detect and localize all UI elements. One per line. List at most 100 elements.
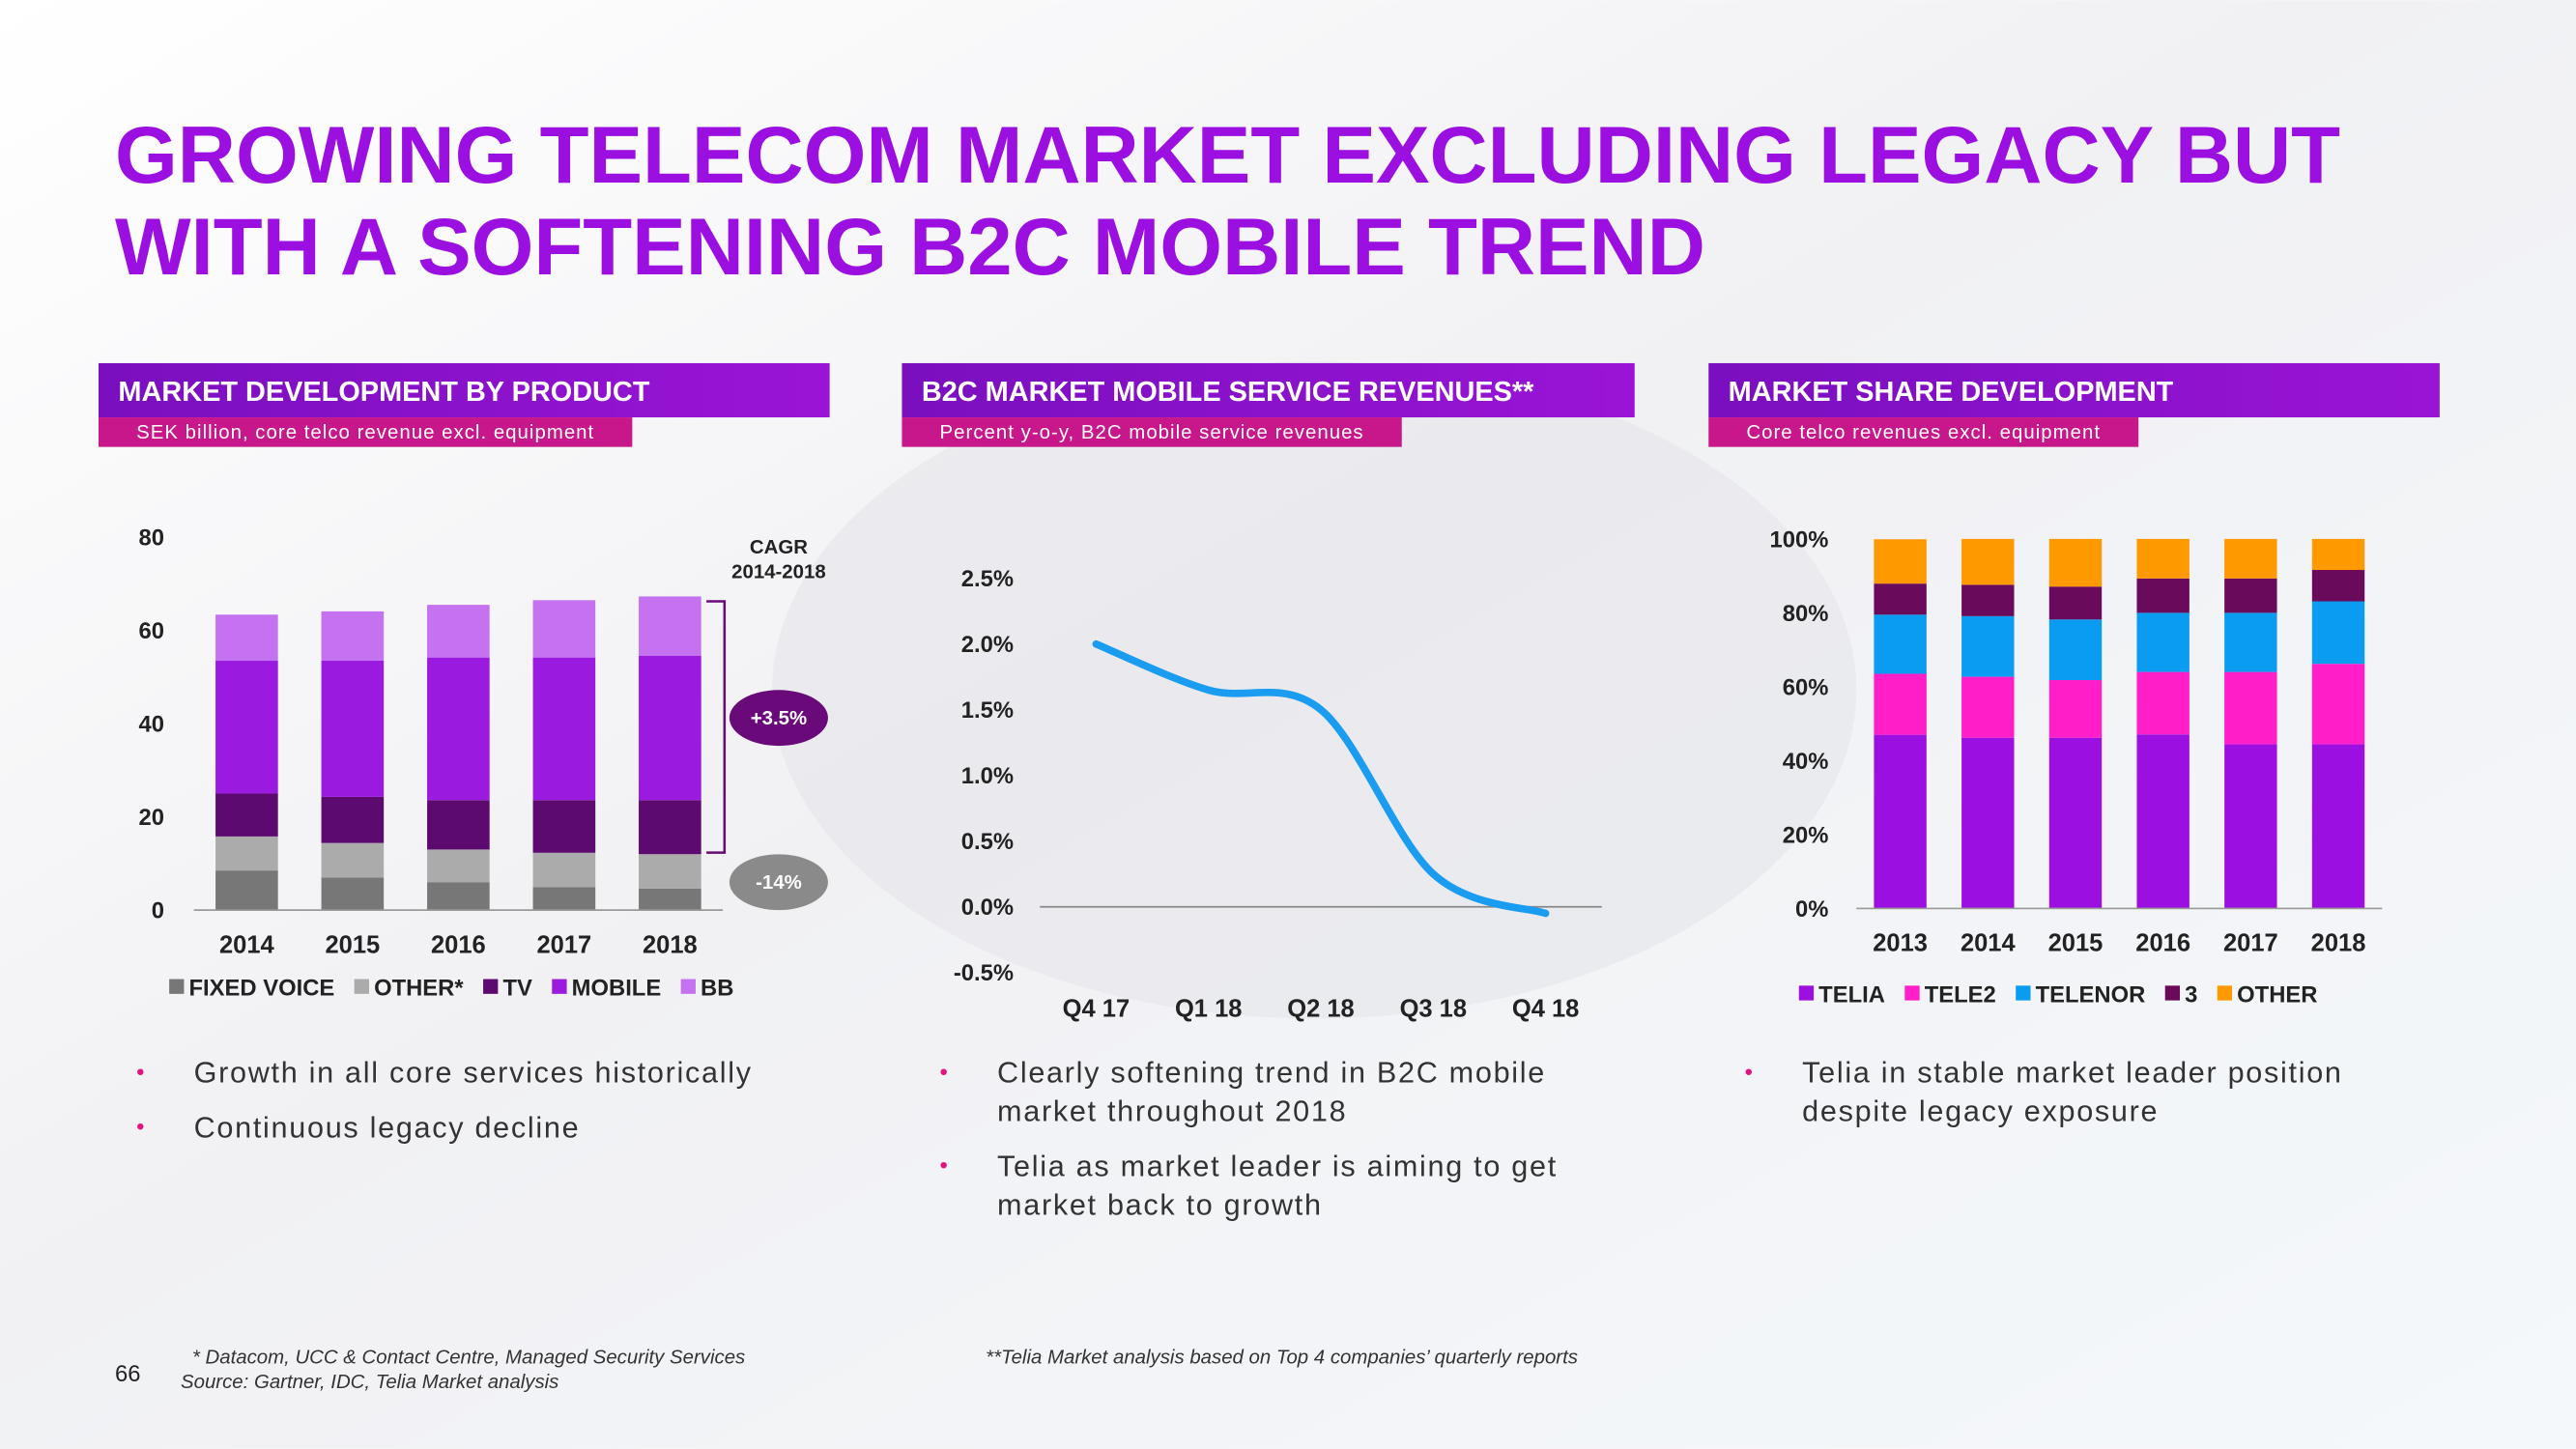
legend-label: TELE2 <box>1925 981 1996 1008</box>
bar-segment <box>1961 737 2015 909</box>
legend-label: OTHER* <box>374 976 464 1002</box>
bar-segment <box>2311 664 2365 745</box>
bar-segment <box>2311 744 2365 909</box>
x-tick-label: 2016 <box>431 931 486 958</box>
x-tick-label: 2018 <box>643 931 698 958</box>
y-tick-label: 0.5% <box>961 829 1014 855</box>
bar-segment <box>2136 671 2190 735</box>
bar-segment <box>1874 614 1927 674</box>
legend-swatch <box>2164 985 2181 1001</box>
bullet-text: Telia in stable market leader position <box>1802 1057 2342 1090</box>
y-tick-label: 60% <box>1783 674 1829 700</box>
y-tick-label: 60 <box>139 618 164 644</box>
x-tick-label: 2016 <box>2135 930 2190 957</box>
x-tick-label: 2017 <box>2223 930 2278 957</box>
slide-title: GROWING TELECOM MARKET EXCLUDING LEGACY … <box>115 110 2340 200</box>
legend-label: TV <box>502 976 532 1002</box>
panel-subheader <box>99 417 633 447</box>
legend-label: 3 <box>2185 981 2197 1008</box>
bar-segment <box>215 614 278 662</box>
y-tick-label: 20% <box>1783 822 1829 848</box>
y-tick-label: 0 <box>152 898 164 924</box>
bar-segment <box>639 655 701 801</box>
panel-title: MARKET SHARE DEVELOPMENT <box>1729 377 2174 408</box>
x-tick-label: 2014 <box>1961 930 2017 957</box>
bar-segment <box>1874 734 1927 909</box>
x-tick-label: 2018 <box>2311 930 2366 957</box>
bar-segment <box>427 849 490 883</box>
bar-segment <box>2136 538 2190 579</box>
bar-segment <box>2224 744 2277 909</box>
x-tick-label: 2013 <box>1873 930 1928 957</box>
panel-title: B2C MARKET MOBILE SERVICE REVENUES** <box>922 377 1534 408</box>
legend-label: FIXED VOICE <box>189 976 335 1002</box>
footnote: **Telia Market analysis based on Top 4 c… <box>986 1347 1578 1368</box>
bullet-text: Clearly softening trend in B2C mobile <box>997 1057 1546 1090</box>
legend-label: BB <box>701 976 733 1002</box>
x-tick-label: Q4 17 <box>1063 996 1130 1023</box>
legend-swatch <box>169 979 185 994</box>
x-tick-label: Q4 18 <box>1512 996 1579 1023</box>
bullet-dot: • <box>136 1059 144 1085</box>
x-tick-label: Q1 18 <box>1175 996 1242 1023</box>
bracket <box>706 600 727 854</box>
panel-header <box>902 362 1635 418</box>
bar-segment <box>639 854 701 889</box>
bullet-text: Telia as market leader is aiming to get <box>997 1151 1558 1183</box>
annotation: CAGR <box>750 537 808 558</box>
bar-segment <box>2224 671 2277 745</box>
legend-label: MOBILE <box>572 976 662 1002</box>
bar-segment <box>2311 570 2365 602</box>
panel-header <box>99 362 830 418</box>
bar-segment <box>639 596 701 656</box>
bullet-dot: • <box>940 1152 948 1179</box>
panel-subheader <box>902 417 1402 447</box>
bar-segment <box>321 796 385 843</box>
bullet-text: market throughout 2018 <box>997 1095 1347 1128</box>
bullet-text: Growth in all core services historically <box>194 1057 753 1090</box>
annotation-badge <box>729 690 828 747</box>
legend-label: TELIA <box>1818 981 1885 1008</box>
x-tick-label: Q3 18 <box>1400 996 1467 1023</box>
panel-header <box>1708 362 2440 418</box>
bar-segment <box>1961 676 2015 738</box>
bar-segment <box>427 605 490 658</box>
bar-segment <box>2224 612 2277 672</box>
y-tick-label: 2.0% <box>961 632 1014 658</box>
annotation: 2014-2018 <box>731 562 826 583</box>
x-tick-label: 2015 <box>326 931 381 958</box>
y-tick-label: 40 <box>139 712 164 738</box>
bar-segment <box>2048 586 2103 620</box>
bar-segment <box>1874 673 1927 735</box>
y-tick-label: 1.0% <box>961 763 1014 789</box>
bar-segment <box>532 600 596 658</box>
bullet-dot: • <box>136 1114 144 1140</box>
footnote: * Datacom, UCC & Contact Centre, Managed… <box>192 1347 745 1368</box>
bullet-dot: • <box>940 1059 948 1085</box>
y-tick-label: -0.5% <box>954 960 1014 986</box>
x-tick-label: 2015 <box>2048 930 2104 957</box>
bullet-text: market back to growth <box>997 1189 1323 1222</box>
bar-segment <box>2136 734 2190 909</box>
line-series <box>1092 639 1550 918</box>
panel-subtitle: Percent y-o-y, B2C mobile service revenu… <box>940 422 1364 443</box>
bullet-text: Continuous legacy decline <box>194 1112 581 1145</box>
bar-segment <box>1874 539 1927 584</box>
y-tick-label: 0.0% <box>961 895 1014 921</box>
panel-subtitle: Core telco revenues excl. equipment <box>1746 422 2101 443</box>
bar-segment <box>2048 737 2103 909</box>
legend-label: OTHER <box>2237 981 2317 1008</box>
legend-label: TELENOR <box>2036 981 2146 1008</box>
footnote: Source: Gartner, IDC, Telia Market analy… <box>181 1372 558 1393</box>
bar-segment <box>2136 612 2190 672</box>
bar-segment <box>215 661 278 794</box>
legend-swatch <box>2016 985 2031 1001</box>
bar-segment <box>321 661 385 797</box>
legend-swatch <box>354 979 369 994</box>
y-tick-label: 100% <box>1770 526 1829 553</box>
x-tick-label: Q2 18 <box>1287 996 1354 1023</box>
legend-swatch <box>2217 985 2233 1001</box>
bar-segment <box>2136 578 2190 613</box>
